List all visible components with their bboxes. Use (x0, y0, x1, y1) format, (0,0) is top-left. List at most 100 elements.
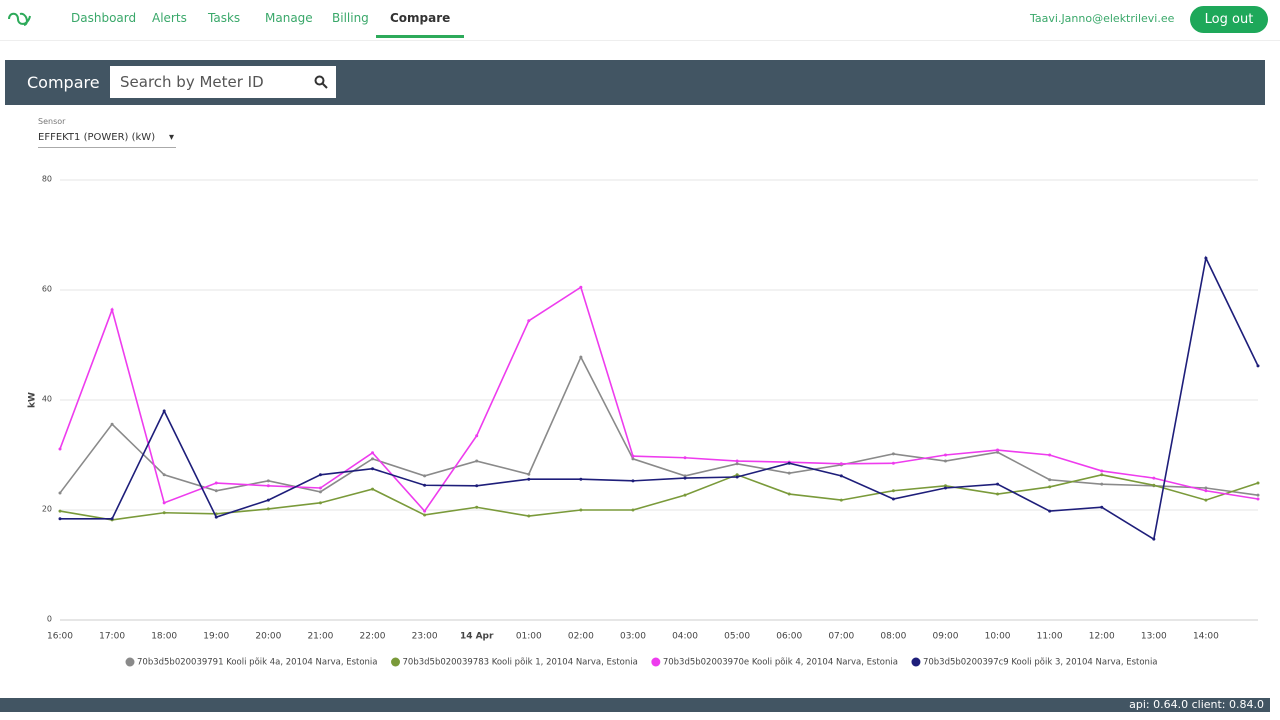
x-tick-label: 21:00 (307, 632, 333, 642)
top-nav: Taavi.Janno@elektrilevi.ee Log out Dashb… (0, 0, 1280, 41)
data-point (943, 486, 947, 490)
data-point (423, 509, 427, 513)
data-point (1204, 486, 1208, 490)
data-point (996, 448, 1000, 452)
search-icon[interactable] (314, 75, 328, 89)
data-point (371, 457, 375, 461)
logo[interactable] (6, 10, 34, 28)
nav-link[interactable]: Tasks (208, 11, 241, 25)
data-point (475, 484, 479, 488)
x-tick-label: 06:00 (776, 632, 802, 642)
x-tick-label: 14:00 (1193, 632, 1219, 642)
x-tick-label: 10:00 (985, 632, 1011, 642)
x-tick-label: 07:00 (828, 632, 854, 642)
series-line (60, 255, 1259, 541)
data-point (110, 308, 114, 312)
legend-label: 70b3d5b020039783 Kooli põik 1, 20104 Nar… (403, 658, 638, 668)
x-tick-label: 22:00 (360, 632, 386, 642)
data-point (475, 459, 479, 463)
data-point (839, 462, 843, 466)
data-point (1256, 481, 1260, 485)
data-point (943, 453, 947, 457)
data-point (579, 508, 583, 512)
data-point (527, 472, 531, 476)
nav-link[interactable]: Alerts (152, 11, 187, 25)
data-point (996, 492, 1000, 496)
version: api: 0.64.0 client: 0.84.0 (1129, 698, 1264, 711)
nav-link[interactable]: Billing (332, 11, 369, 25)
data-point (735, 462, 739, 466)
data-point (423, 513, 427, 517)
data-point (683, 476, 687, 480)
data-point (891, 452, 895, 456)
x-tick-label: 09:00 (933, 632, 959, 642)
data-point (527, 514, 531, 518)
active-underline (376, 35, 464, 38)
data-point (58, 491, 62, 495)
chart: 0 20 40 60 80 kW 16:00 17:00 18:00 19:00 20:00 21:0… (28, 175, 1260, 668)
data-point (1256, 497, 1260, 501)
data-point (1048, 485, 1052, 489)
x-tick-label: 12:00 (1089, 632, 1115, 642)
data-point (891, 497, 895, 501)
data-point (631, 479, 635, 483)
legend-marker (911, 657, 921, 667)
data-point (1204, 489, 1208, 493)
x-tick-label: 19:00 (203, 632, 229, 642)
data-point (735, 475, 739, 479)
data-point (266, 479, 270, 483)
x-tick-label: 20:00 (255, 632, 281, 642)
data-point (943, 484, 947, 488)
y-axis-label: kW (28, 392, 38, 408)
legend-marker (651, 657, 661, 667)
data-point (1152, 476, 1156, 480)
data-point (318, 490, 322, 494)
data-point (475, 434, 479, 438)
data-point (1256, 364, 1260, 368)
data-point (58, 509, 62, 513)
logout-button[interactable]: Log out (1190, 6, 1268, 33)
data-point (683, 456, 687, 460)
data-point (631, 508, 635, 512)
data-point (214, 481, 218, 485)
legend-marker (125, 657, 135, 667)
x-tick-label: 01:00 (516, 632, 542, 642)
x-tick-label: 18:00 (151, 632, 177, 642)
data-point (891, 461, 895, 465)
y-tick-label: 0 (47, 615, 52, 624)
legend-label: 70b3d5b0200397c9 Kooli põik 3, 20104 Nar… (923, 658, 1158, 668)
data-point (787, 492, 791, 496)
data-point (1204, 498, 1208, 502)
nav-link[interactable]: Compare (390, 11, 451, 25)
search-input[interactable]: Search by Meter ID (110, 66, 336, 98)
sensor-select[interactable]: EFFEKT1 (POWER) (kW) (38, 132, 176, 148)
data-point (1204, 256, 1208, 260)
x-tick-label: 17:00 (99, 632, 125, 642)
data-point (1256, 493, 1260, 497)
data-point (266, 484, 270, 488)
legend-label: 70b3d5b020039791 Kooli põik 4a, 20104 Na… (137, 658, 378, 668)
nav-link[interactable]: Dashboard (71, 11, 137, 25)
series-line (59, 355, 1259, 496)
data-point (371, 451, 375, 455)
data-point (162, 511, 166, 515)
data-point (683, 474, 687, 478)
data-point (423, 474, 427, 478)
legend-label: 70b3d5b02003970e Kooli põik 4, 20104 Nar… (663, 658, 898, 668)
data-point (214, 489, 218, 493)
data-point (1048, 478, 1052, 482)
data-point (423, 483, 427, 487)
nav-link[interactable]: Manage (265, 11, 313, 25)
data-point (266, 507, 270, 511)
data-point (475, 505, 479, 509)
data-point (318, 473, 322, 477)
data-point (1100, 482, 1104, 486)
data-point (371, 487, 375, 491)
data-point (631, 454, 635, 458)
x-tick-label: 05:00 (724, 632, 750, 642)
x-tick-label: 13:00 (1141, 632, 1167, 642)
data-point (162, 501, 166, 505)
data-point (1152, 483, 1156, 487)
data-point (891, 489, 895, 493)
